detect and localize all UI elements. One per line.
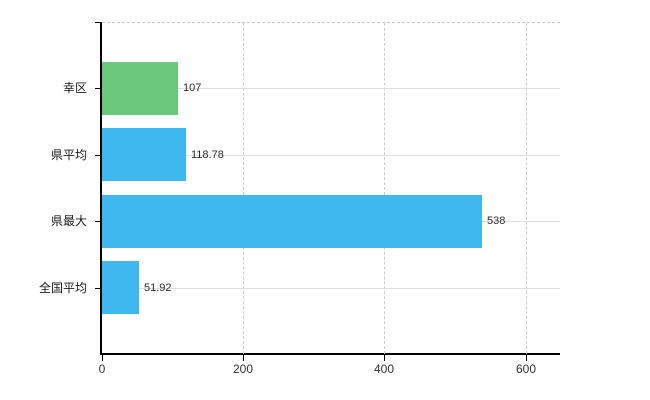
y-gridline [102, 88, 560, 89]
x-gridline [526, 23, 527, 354]
x-axis-tick [384, 355, 385, 361]
category-label: 全国平均 [38, 281, 87, 295]
x-axis-tick [102, 355, 103, 361]
y-axis-top-tick [95, 22, 101, 23]
x-tick-label: 200 [232, 362, 254, 376]
x-gridline [243, 23, 244, 354]
value-label: 107 [183, 82, 202, 94]
y-axis-tick [95, 88, 101, 89]
x-axis-line [100, 353, 560, 355]
y-gridline [102, 288, 560, 289]
category-label: 県平均 [50, 148, 87, 162]
y-axis-tick [95, 221, 101, 222]
bar [102, 195, 482, 248]
value-label: 51.92 [144, 282, 172, 294]
category-label: 幸区 [62, 81, 87, 95]
y-axis-line [100, 22, 102, 355]
y-axis-tick [95, 155, 101, 156]
bar [102, 128, 186, 181]
x-gridline [384, 23, 385, 354]
category-label: 県最大 [50, 214, 87, 228]
bar [102, 62, 178, 115]
x-axis-tick [243, 355, 244, 361]
bar [102, 261, 139, 314]
x-tick-label: 400 [373, 362, 395, 376]
value-label: 538 [487, 215, 506, 227]
x-tick-label: 0 [98, 362, 106, 376]
x-tick-label: 600 [515, 362, 537, 376]
y-axis-tick [95, 288, 101, 289]
value-label: 118.78 [191, 149, 224, 161]
plot-top-border [102, 22, 560, 23]
x-axis-tick [526, 355, 527, 361]
y-gridline [102, 155, 560, 156]
